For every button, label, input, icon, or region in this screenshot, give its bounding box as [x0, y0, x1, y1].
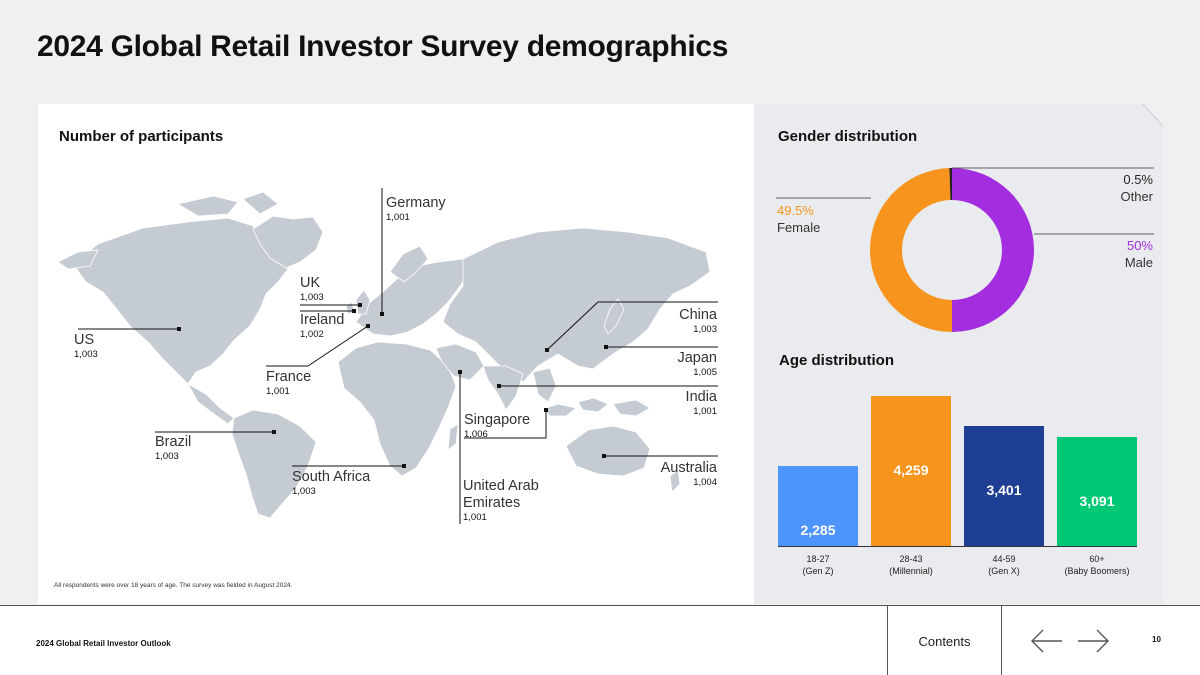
country-label-india: India 1,001	[686, 389, 717, 418]
country-label-us: US 1,003	[74, 332, 98, 361]
country-label-germany: Germany 1,001	[386, 195, 446, 224]
map-leader-lines	[78, 188, 718, 524]
country-count: 1,003	[74, 349, 98, 360]
age-bar-value: 3,091	[1079, 493, 1115, 510]
donut-slice-other	[949, 168, 952, 201]
age-bar-category-line: 44-59	[992, 554, 1016, 564]
gender-donut-chart	[776, 167, 1154, 332]
country-name: South Africa	[292, 469, 371, 485]
world-map	[57, 188, 718, 524]
country-name: Australia	[660, 460, 717, 476]
country-label-australia: Australia 1,004	[661, 460, 717, 489]
donut-pct-male: 50%	[1126, 238, 1153, 253]
donut-label-female: 49.5% Female	[777, 202, 820, 236]
contents-button[interactable]: Contents	[887, 606, 1002, 675]
country-name: Brazil	[155, 434, 192, 450]
country-count: 1,002	[300, 329, 324, 340]
donut-pct-female: 49.5%	[777, 203, 814, 218]
map-title: Number of participants	[59, 128, 224, 145]
page-number: 10	[1152, 635, 1161, 644]
age-bar-category-line: (Baby Boomers)	[1064, 566, 1130, 576]
footer: 2024 Global Retail Investor Outlook Cont…	[0, 605, 1200, 675]
age-bar-category-line: (Gen Z)	[802, 566, 834, 576]
age-bar-category: 18-27 (Gen Z)	[772, 553, 864, 577]
age-bar	[1057, 437, 1137, 546]
country-name: Ireland	[300, 312, 345, 328]
map-markers	[177, 303, 608, 468]
country-label-china: China 1,003	[679, 307, 717, 336]
age-bar	[778, 465, 858, 546]
donut-slice-female	[869, 168, 952, 332]
donut-label-male: 50% Male	[1125, 237, 1153, 271]
age-bar-category-line: 28-43	[899, 554, 923, 564]
country-label-south-africa: South Africa 1,003	[292, 469, 370, 498]
footer-title: 2024 Global Retail Investor Outlook	[36, 639, 171, 648]
age-axis-line	[778, 546, 1137, 547]
country-count: 1,003	[292, 486, 316, 497]
country-name: Singapore	[464, 412, 531, 428]
country-count: 1,004	[693, 477, 717, 488]
country-label-singapore: Singapore 1,006	[464, 412, 530, 441]
country-count: 1,005	[693, 367, 717, 378]
country-label-uae: United Arab Emirates 1,001	[463, 478, 558, 524]
donut-pct-other: 0.5%	[1123, 172, 1153, 187]
demographics-card: Number of participants	[38, 104, 1163, 604]
donut-label-other: 0.5% Other	[1120, 171, 1153, 205]
age-bar-category: 44-59 (Gen X)	[958, 553, 1050, 577]
country-count: 1,001	[693, 406, 717, 417]
country-name: Japan	[677, 350, 717, 366]
country-count: 1,003	[300, 292, 324, 303]
donut-lbl-male: Male	[1124, 255, 1153, 270]
country-count: 1,001	[266, 386, 290, 397]
country-name: UK	[300, 275, 321, 291]
gender-chart-title: Gender distribution	[778, 128, 918, 145]
donut-slices	[869, 168, 1034, 332]
country-name: US	[74, 332, 95, 348]
age-bar-category: 60+ (Baby Boomers)	[1051, 553, 1143, 577]
country-label-uk: UK 1,003	[300, 275, 324, 304]
prev-arrow-icon[interactable]	[1030, 628, 1064, 654]
age-bar	[871, 396, 951, 546]
country-count: 1,003	[693, 324, 717, 335]
age-chart-title: Age distribution	[779, 352, 894, 369]
age-bar-category-line: 18-27	[806, 554, 830, 564]
country-count: 1,001	[386, 212, 410, 223]
donut-leader-lines	[776, 167, 1154, 235]
donut-slice-male	[952, 168, 1034, 332]
country-label-france: France 1,001	[266, 369, 311, 398]
country-label-ireland: Ireland 1,002	[300, 312, 344, 341]
age-bar-value: 3,401	[986, 482, 1022, 499]
country-name: China	[679, 307, 717, 323]
world-landmass	[57, 191, 711, 519]
age-bar-value: 4,259	[893, 462, 929, 478]
age-bar-category-line: (Gen X)	[988, 566, 1020, 576]
charts-panel: Gender distribution 0.5% Other 50% Male …	[754, 104, 1163, 604]
country-label-japan: Japan 1,005	[677, 350, 717, 379]
country-name: France	[266, 369, 312, 385]
donut-lbl-other: Other	[1120, 189, 1153, 204]
age-bar-category-line: 60+	[1089, 554, 1105, 564]
page-title: 2024 Global Retail Investor Survey demog…	[37, 30, 729, 63]
country-name: India	[685, 389, 717, 405]
donut-lbl-female: Female	[777, 220, 821, 235]
age-bar-category: 28-43 (Millennial)	[865, 553, 957, 577]
next-arrow-icon[interactable]	[1076, 628, 1110, 654]
age-bar-category-line: (Millennial)	[889, 566, 933, 576]
map-panel: Number of participants	[38, 104, 754, 604]
country-count: 1,001	[463, 512, 487, 523]
age-bar-value: 2,285	[800, 521, 836, 538]
country-count: 1,006	[464, 429, 488, 440]
country-name: United Arab Emirates	[463, 478, 539, 511]
country-count: 1,003	[155, 451, 179, 462]
age-bar	[964, 426, 1044, 546]
country-label-brazil: Brazil 1,003	[155, 434, 191, 463]
survey-footnote: All respondents were over 18 years of ag…	[54, 582, 293, 589]
country-name: Germany	[386, 195, 446, 211]
